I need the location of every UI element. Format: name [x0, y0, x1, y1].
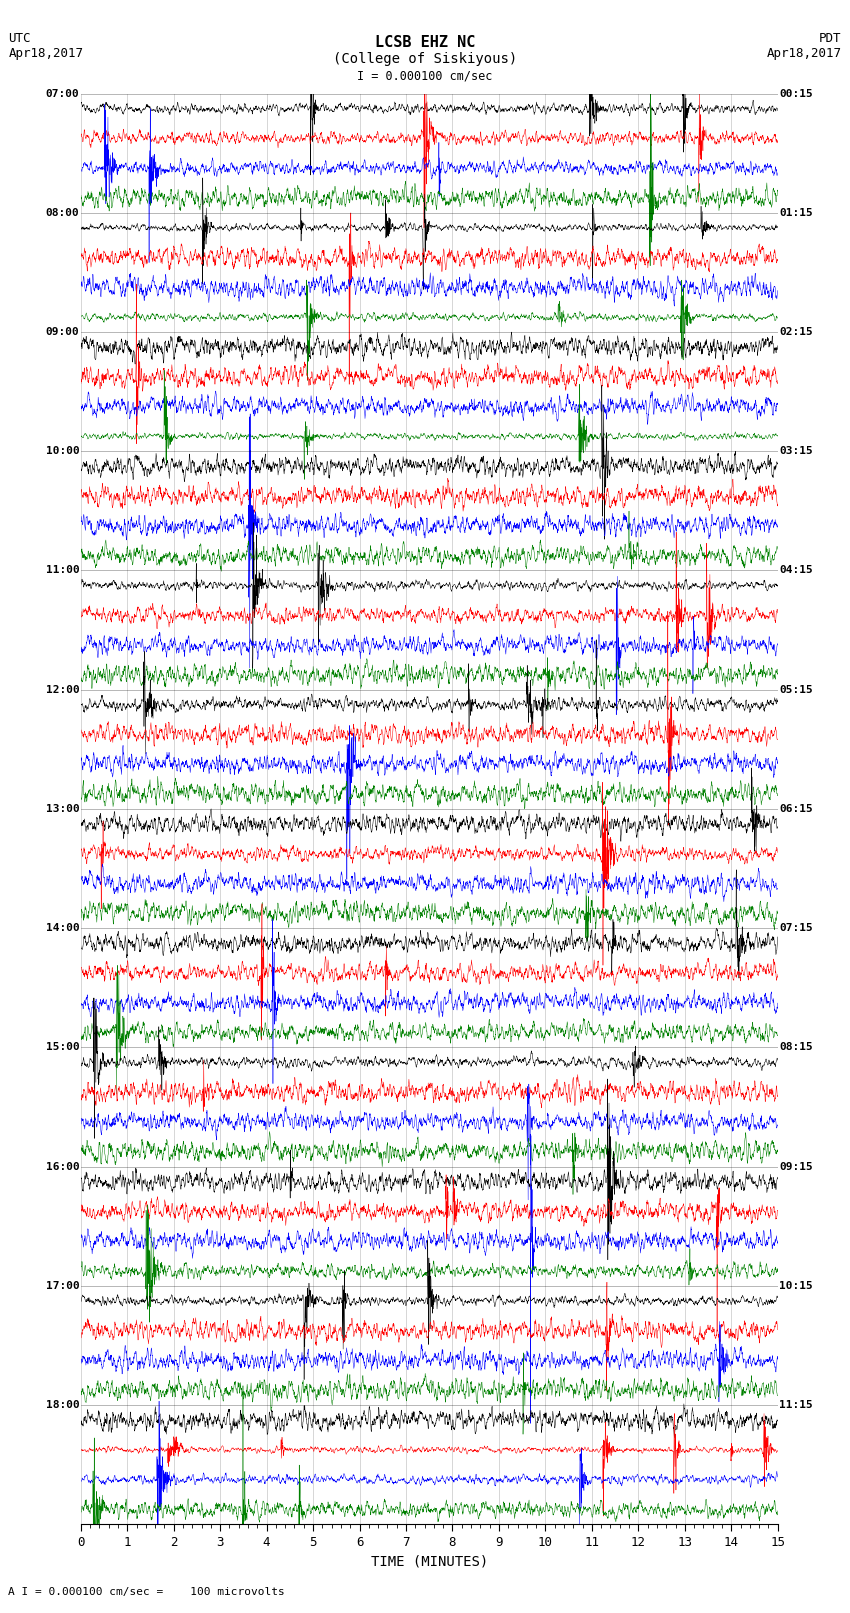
Text: 10:15: 10:15 — [779, 1281, 813, 1290]
Text: 07:00: 07:00 — [46, 89, 79, 98]
Text: PDT: PDT — [819, 32, 842, 45]
Text: 11:00: 11:00 — [46, 566, 79, 576]
Text: 01:15: 01:15 — [779, 208, 813, 218]
Text: A I = 0.000100 cm/sec =    100 microvolts: A I = 0.000100 cm/sec = 100 microvolts — [8, 1587, 286, 1597]
Text: 06:15: 06:15 — [779, 803, 813, 815]
Text: (College of Siskiyous): (College of Siskiyous) — [333, 52, 517, 66]
Text: 18:00: 18:00 — [46, 1400, 79, 1410]
Text: 12:00: 12:00 — [46, 684, 79, 695]
Text: 14:00: 14:00 — [46, 923, 79, 934]
Text: 09:00: 09:00 — [46, 327, 79, 337]
Text: 00:15: 00:15 — [779, 89, 813, 98]
Text: 17:00: 17:00 — [46, 1281, 79, 1290]
X-axis label: TIME (MINUTES): TIME (MINUTES) — [371, 1555, 488, 1569]
Text: I = 0.000100 cm/sec: I = 0.000100 cm/sec — [357, 69, 493, 82]
Text: 13:00: 13:00 — [46, 803, 79, 815]
Text: 10:00: 10:00 — [46, 447, 79, 456]
Text: LCSB EHZ NC: LCSB EHZ NC — [375, 35, 475, 50]
Text: 03:15: 03:15 — [779, 447, 813, 456]
Text: 08:00: 08:00 — [46, 208, 79, 218]
Text: 15:00: 15:00 — [46, 1042, 79, 1052]
Text: 11:15: 11:15 — [779, 1400, 813, 1410]
Text: 16:00: 16:00 — [46, 1161, 79, 1171]
Text: 05:15: 05:15 — [779, 684, 813, 695]
Text: 09:15: 09:15 — [779, 1161, 813, 1171]
Text: 07:15: 07:15 — [779, 923, 813, 934]
Text: 08:15: 08:15 — [779, 1042, 813, 1052]
Text: 02:15: 02:15 — [779, 327, 813, 337]
Text: Apr18,2017: Apr18,2017 — [8, 47, 83, 60]
Text: UTC: UTC — [8, 32, 31, 45]
Text: Apr18,2017: Apr18,2017 — [767, 47, 842, 60]
Text: 04:15: 04:15 — [779, 566, 813, 576]
